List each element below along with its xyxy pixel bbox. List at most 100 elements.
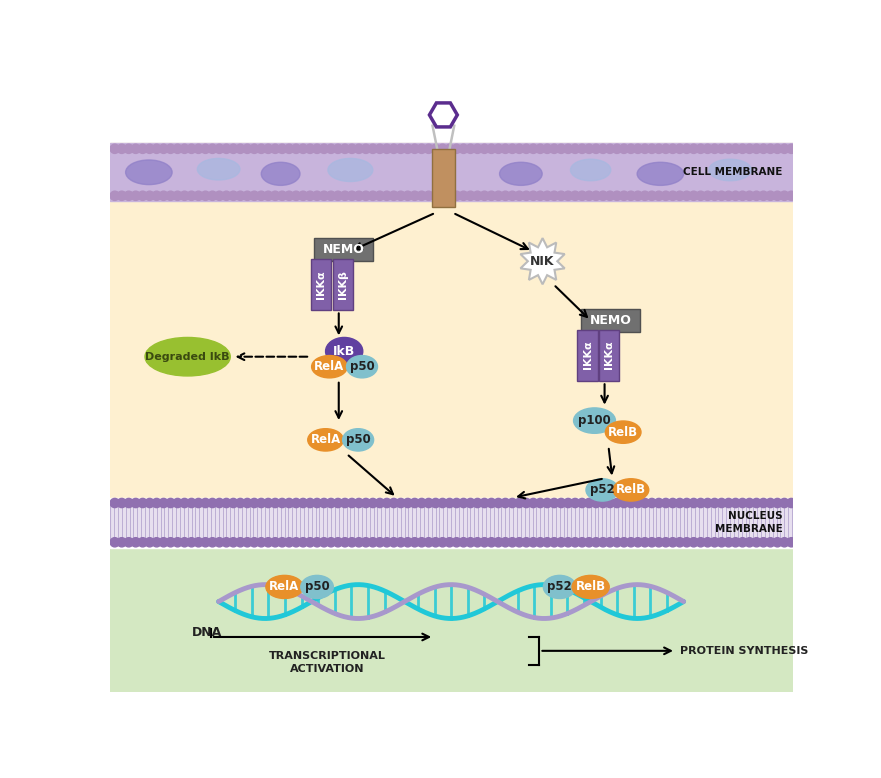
Circle shape [744,538,754,547]
Circle shape [626,499,635,507]
Circle shape [612,191,622,201]
Circle shape [354,538,364,547]
Circle shape [278,191,287,201]
Circle shape [682,538,692,547]
Circle shape [229,144,238,153]
Circle shape [285,499,293,507]
Circle shape [396,538,405,547]
Bar [110,143,793,498]
Bar [110,524,793,692]
Ellipse shape [544,576,576,598]
Circle shape [320,538,329,547]
Circle shape [410,499,419,507]
FancyBboxPatch shape [581,309,640,332]
Circle shape [591,499,601,507]
Text: p50: p50 [305,580,329,594]
Circle shape [292,144,300,153]
Circle shape [605,144,615,153]
Circle shape [648,538,656,547]
Text: CELL MEMBRANE: CELL MEMBRANE [684,167,783,177]
Circle shape [703,144,713,153]
Circle shape [529,538,538,547]
Circle shape [320,191,329,201]
Circle shape [438,499,448,507]
Circle shape [584,191,594,201]
Circle shape [571,499,580,507]
Circle shape [361,144,371,153]
Circle shape [536,191,545,201]
Circle shape [222,144,231,153]
Circle shape [605,191,615,201]
Circle shape [515,144,524,153]
Circle shape [326,538,336,547]
Polygon shape [521,238,565,284]
Circle shape [410,191,419,201]
Circle shape [591,538,601,547]
Ellipse shape [500,163,542,185]
Circle shape [361,191,371,201]
Circle shape [242,538,252,547]
Circle shape [724,499,733,507]
Circle shape [110,144,120,153]
Circle shape [152,538,161,547]
Circle shape [717,144,726,153]
Circle shape [417,144,426,153]
Circle shape [493,144,503,153]
Circle shape [333,144,343,153]
Circle shape [605,538,615,547]
Circle shape [787,499,796,507]
Circle shape [751,538,761,547]
Circle shape [201,191,210,201]
Circle shape [536,144,545,153]
Circle shape [256,144,266,153]
Text: RelA: RelA [315,360,344,373]
Circle shape [201,144,210,153]
Circle shape [487,144,496,153]
Circle shape [382,538,391,547]
Circle shape [263,538,273,547]
Circle shape [598,499,608,507]
Circle shape [445,499,455,507]
Circle shape [780,191,789,201]
Circle shape [256,191,266,201]
Circle shape [187,191,196,201]
Circle shape [242,144,252,153]
Circle shape [452,538,461,547]
Circle shape [187,144,196,153]
Circle shape [368,191,377,201]
Circle shape [313,191,322,201]
Circle shape [648,191,656,201]
Text: PROTEIN SYNTHESIS: PROTEIN SYNTHESIS [680,646,808,656]
Circle shape [759,499,768,507]
Circle shape [445,538,455,547]
Text: IkB: IkB [333,345,355,358]
Circle shape [571,191,580,201]
Circle shape [242,499,252,507]
Circle shape [222,538,231,547]
Text: RelA: RelA [310,433,341,447]
Circle shape [410,144,419,153]
Circle shape [292,538,300,547]
Circle shape [270,191,280,201]
Circle shape [368,144,377,153]
Ellipse shape [574,408,616,433]
Circle shape [263,499,273,507]
Circle shape [731,499,740,507]
FancyBboxPatch shape [599,330,619,380]
Circle shape [703,191,713,201]
Circle shape [117,538,126,547]
Circle shape [438,144,448,153]
Circle shape [215,191,224,201]
Circle shape [522,144,531,153]
Circle shape [222,191,231,201]
Circle shape [208,191,217,201]
Circle shape [661,538,670,547]
Circle shape [668,499,677,507]
Circle shape [543,499,552,507]
Circle shape [612,144,622,153]
Circle shape [577,144,587,153]
Circle shape [738,191,747,201]
Circle shape [787,538,796,547]
Circle shape [152,499,161,507]
Circle shape [500,144,510,153]
